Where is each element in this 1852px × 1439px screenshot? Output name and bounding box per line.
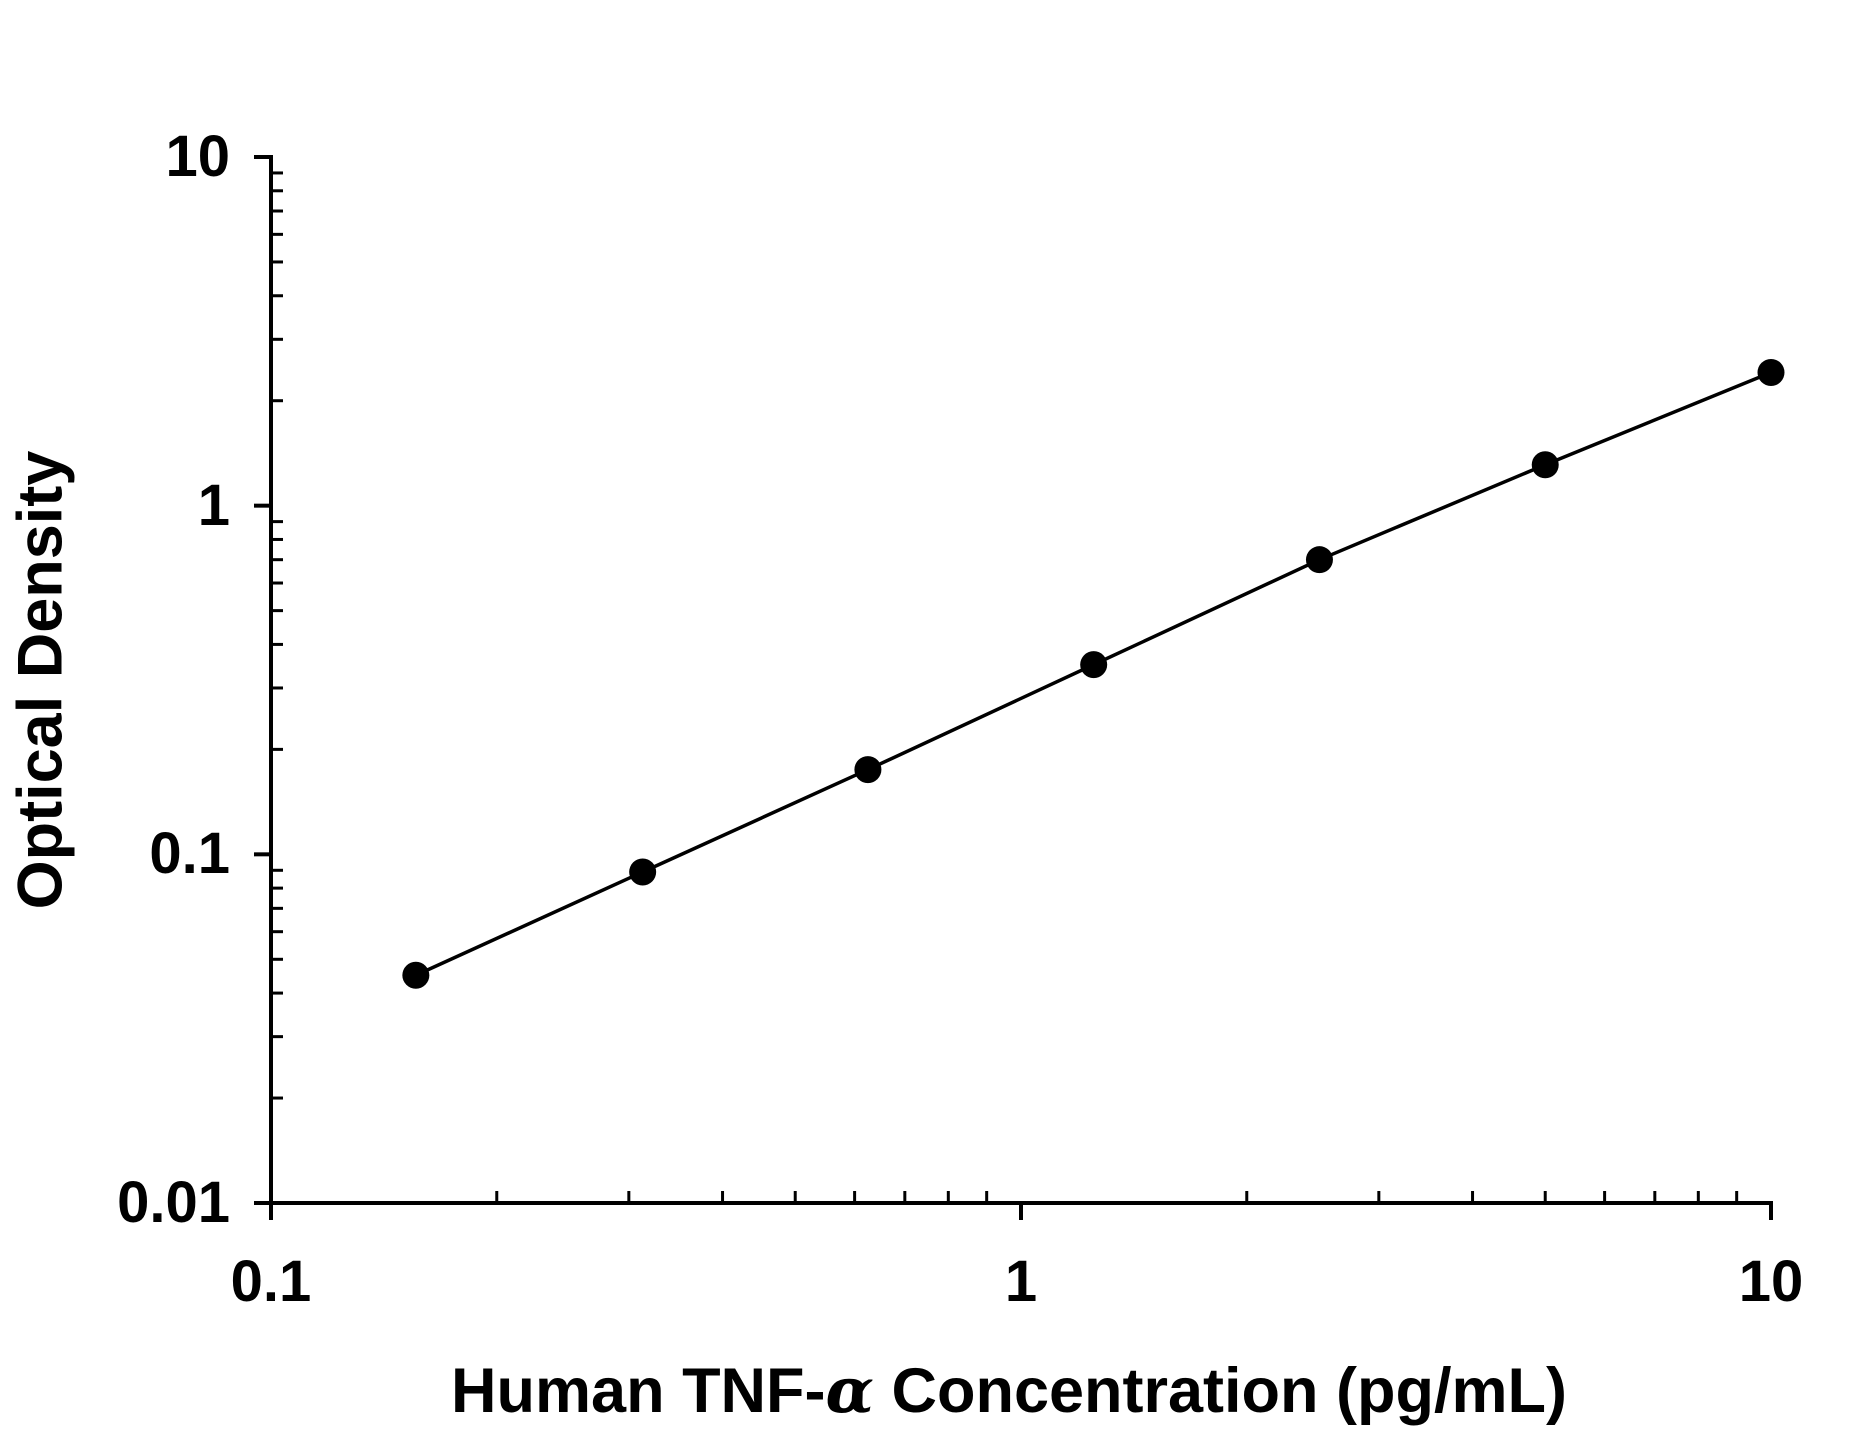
x-tick-label: 1 [1004,1249,1038,1314]
x-tick-label: 0.1 [230,1249,312,1314]
y-tick-label: 0.1 [149,821,230,887]
y-axis-title: Optical Density [5,450,76,910]
y-tick-label: 0.01 [117,1170,230,1235]
data-point [1757,358,1785,386]
data-point [854,756,882,784]
x-axis-title-prefix: Human TNF- [451,1356,826,1426]
y-tick-label: 1 [197,472,230,538]
alpha-symbol: α [825,1353,874,1427]
data-point [1305,546,1333,574]
data-point [1080,651,1108,679]
data-point [629,858,657,886]
data-point [402,961,430,989]
x-tick-label: 10 [1738,1249,1804,1314]
y-tick-label: 10 [165,124,230,189]
x-axis-title: Human TNF-α Concentration (pg/mL) [451,1359,1567,1423]
data-point [1531,451,1559,479]
x-axis-title-suffix: Concentration (pg/mL) [874,1356,1567,1426]
